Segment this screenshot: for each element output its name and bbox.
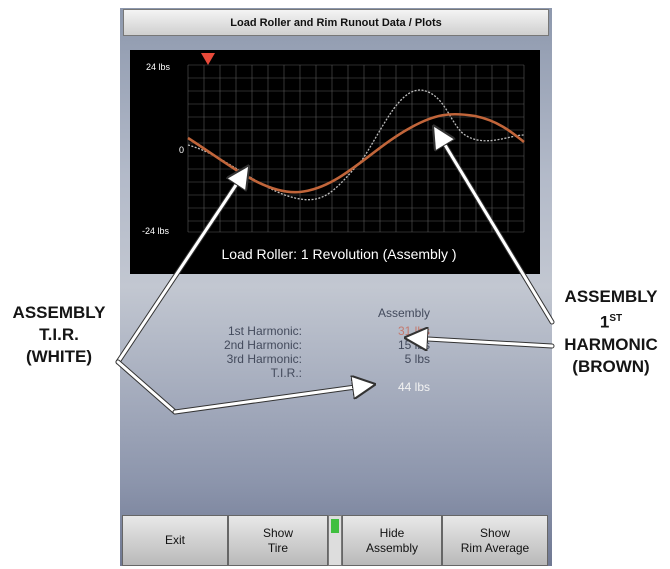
third-harmonic-label: 3rd Harmonic:: [226, 352, 302, 366]
hide-assembly-button[interactable]: Hide Assembly: [342, 515, 442, 566]
second-harmonic-label: 2nd Harmonic:: [223, 338, 302, 352]
third-harmonic-value: 5 lbs: [404, 352, 430, 366]
exit-button-label: Exit: [164, 533, 185, 547]
tir-callout-line1: ASSEMBLY: [12, 303, 106, 322]
tir-callout-line3: (WHITE): [25, 347, 93, 366]
first-harmonic-value: 31 lbs: [397, 324, 430, 338]
harmonic-callout-line2: 1: [599, 312, 610, 332]
position-marker-icon: [201, 53, 215, 65]
hide-assembly-label-line1: Hide: [379, 525, 405, 540]
tir-callout: ASSEMBLY T.I.R. (WHITE): [0, 302, 118, 368]
harmonic-callout-sup: ST: [609, 313, 623, 324]
first-harmonic-label: 1st Harmonic:: [227, 324, 302, 338]
tir-curve: [187, 89, 525, 201]
plot-caption: Load Roller: 1 Revolution (Assembly ): [222, 246, 457, 262]
tir-label: T.I.R.:: [270, 366, 302, 380]
status-indicator: [328, 515, 342, 566]
harmonic-callout-line3: HARMONIC: [564, 334, 658, 354]
assembly-column-header: Assembly: [377, 306, 430, 320]
show-rim-label-line1: Show: [479, 525, 511, 540]
hide-assembly-label-line2: Assembly: [365, 540, 418, 555]
window-title: Load Roller and Rim Runout Data / Plots: [230, 16, 442, 29]
y-axis-zero-label: 0: [179, 145, 184, 155]
window-title-bar: Load Roller and Rim Runout Data / Plots: [123, 9, 549, 36]
show-tire-button[interactable]: Show Tire: [228, 515, 328, 566]
show-tire-label-line2: Tire: [267, 540, 289, 555]
tir-value: 44 lbs: [397, 380, 430, 394]
exit-button[interactable]: Exit: [122, 515, 228, 566]
plot-grid: [187, 64, 525, 233]
harmonic-callout-line1: ASSEMBLY: [564, 287, 658, 306]
harmonic-callout-line4: (BROWN): [572, 356, 650, 376]
y-axis-bottom-label: -24 lbs: [142, 226, 170, 236]
bottom-toolbar: Exit Show Tire Hide Assembly Show Rim Av…: [120, 515, 552, 566]
second-harmonic-value: 15 lbs: [397, 338, 430, 352]
green-indicator-icon: [331, 519, 339, 533]
show-rim-average-button[interactable]: Show Rim Average: [442, 515, 548, 566]
tir-callout-line2: T.I.R.: [39, 325, 79, 344]
show-rim-label-line2: Rim Average: [460, 540, 530, 555]
first-harmonic-curve: [187, 112, 525, 194]
show-tire-label-line1: Show: [262, 525, 294, 540]
harmonic-callout: ASSEMBLY 1ST HARMONIC (BROWN): [552, 286, 670, 378]
app-screen: Load Roller and Rim Runout Data / Plots: [120, 8, 552, 566]
harmonic-callout-line2-wrap: 1ST: [552, 308, 670, 334]
runout-plot: 24 lbs 0 -24 lbs Load Roller: 1 Revoluti…: [130, 50, 540, 274]
y-axis-top-label: 24 lbs: [146, 62, 171, 72]
